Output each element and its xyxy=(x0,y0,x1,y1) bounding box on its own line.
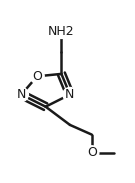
Text: N: N xyxy=(65,88,75,101)
Text: O: O xyxy=(32,70,42,83)
Circle shape xyxy=(14,87,28,102)
Text: O: O xyxy=(87,146,97,159)
Circle shape xyxy=(30,69,44,83)
Text: NH2: NH2 xyxy=(48,25,75,38)
Circle shape xyxy=(85,146,99,160)
Circle shape xyxy=(54,24,68,38)
Text: N: N xyxy=(17,88,26,101)
Circle shape xyxy=(63,87,77,102)
